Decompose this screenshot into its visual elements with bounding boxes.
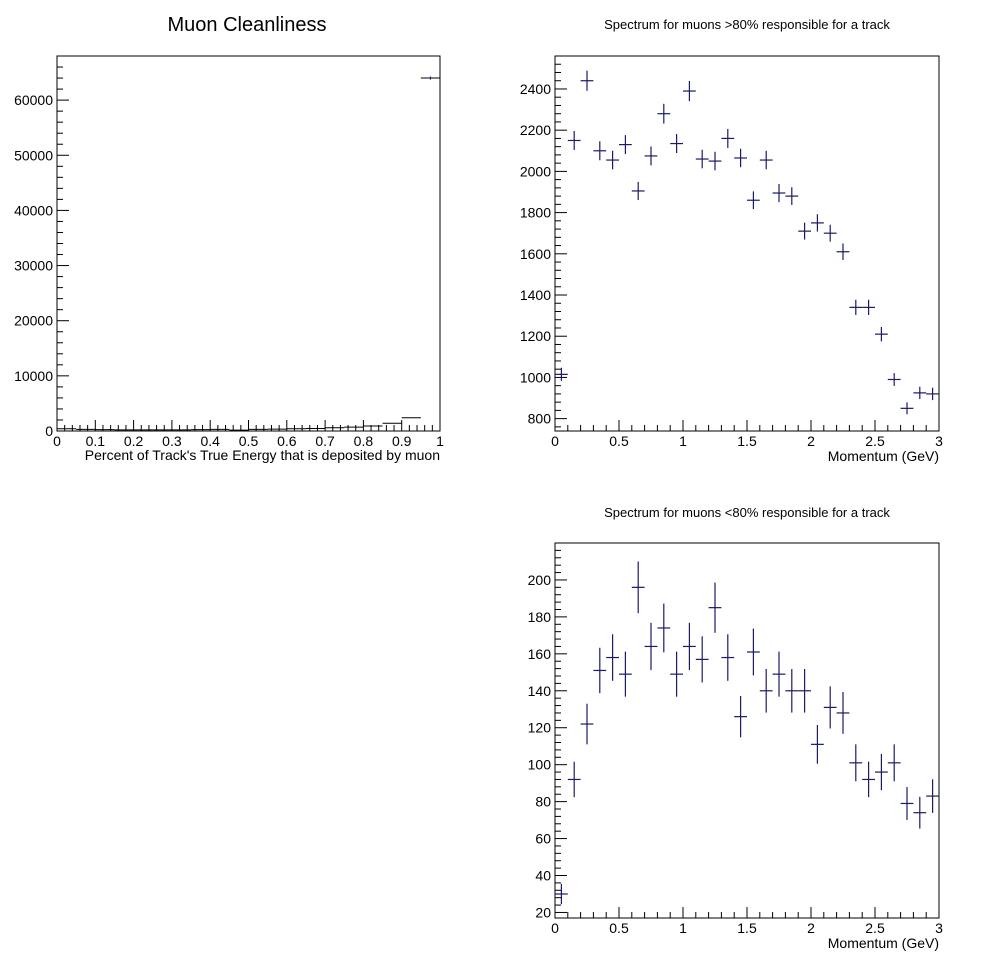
- y-tick-label: 60000: [14, 92, 53, 108]
- x-axis-label: Momentum (GeV): [828, 448, 939, 464]
- y-tick-label: 40: [535, 868, 551, 884]
- x-tick-label: 1: [679, 920, 687, 936]
- panel-title: Muon Cleanliness: [168, 14, 327, 36]
- axis-ticks: [56, 55, 441, 432]
- y-tick-label: 1000: [520, 369, 551, 385]
- panel-title: Spectrum for muons <80% responsible for …: [604, 505, 890, 520]
- x-tick-label: 0: [53, 433, 61, 449]
- x-tick-label: 1.5: [737, 920, 757, 936]
- y-tick-label: 60: [535, 831, 551, 847]
- y-tick-label: 80: [535, 794, 551, 810]
- y-tick-label: 2000: [520, 163, 551, 179]
- x-tick-label: 0.5: [609, 920, 629, 936]
- axis-ticks: [554, 55, 940, 431]
- y-tick-label: 120: [528, 720, 552, 736]
- data-points: [555, 561, 939, 905]
- x-tick-label: 1: [436, 433, 444, 449]
- y-tick-label: 200: [528, 572, 552, 588]
- x-tick-label: 2: [807, 433, 815, 449]
- x-tick-label: 0.8: [354, 433, 374, 449]
- x-axis-label: Momentum (GeV): [828, 935, 939, 951]
- muon-cleanliness-panel: Muon Cleanliness 0 0.1 0.2 0.3 0.4 0.5 0.6 0.7 0…: [14, 14, 444, 463]
- x-tick-label: 0.9: [392, 433, 412, 449]
- y-tick-label: 1400: [520, 287, 551, 303]
- x-tick-label: 3: [935, 433, 943, 449]
- y-tick-label: 180: [528, 609, 552, 625]
- x-tick-label: 3: [935, 920, 943, 936]
- x-tick-label: 0.5: [239, 433, 259, 449]
- spectrum-low-panel: Spectrum for muons <80% responsible for …: [528, 505, 943, 951]
- y-tick-label: 800: [528, 411, 552, 427]
- tick-labels: 0 0.5 1 1.5 2 2.5 3 20 40 60 80 100 120 140 160 180 200: [528, 572, 943, 936]
- y-tick-label: 1800: [520, 205, 551, 221]
- x-tick-label: 0.2: [124, 433, 144, 449]
- y-tick-label: 100: [528, 757, 552, 773]
- y-tick-label: 10000: [14, 368, 53, 384]
- x-tick-label: 0.7: [315, 433, 335, 449]
- y-tick-label: 160: [528, 646, 552, 662]
- x-tick-label: 2.5: [865, 433, 885, 449]
- plot-frame: [56, 55, 441, 432]
- x-axis-label: Percent of Track's True Energy that is d…: [85, 447, 440, 463]
- x-tick-label: 2.5: [865, 920, 885, 936]
- x-tick-label: 0.1: [86, 433, 106, 449]
- y-tick-label: 1200: [520, 328, 551, 344]
- tick-labels: 0 0.1 0.2 0.3 0.4 0.5 0.6 0.7 0.8 0.9 1 0 10000 20000…: [14, 92, 444, 449]
- x-tick-label: 0.5: [609, 433, 629, 449]
- x-tick-label: 0: [551, 920, 559, 936]
- y-tick-label: 0: [45, 423, 53, 439]
- plot-frame: [554, 55, 940, 432]
- x-tick-label: 2: [807, 920, 815, 936]
- plot-frame: [554, 542, 940, 919]
- y-tick-label: 30000: [14, 258, 53, 274]
- data-points: [555, 70, 939, 415]
- histogram-bins: [57, 76, 440, 431]
- y-tick-label: 140: [528, 683, 552, 699]
- x-tick-label: 0.3: [162, 433, 182, 449]
- x-tick-label: 0.4: [200, 433, 220, 449]
- x-tick-label: 1.5: [737, 433, 757, 449]
- panel-title: Spectrum for muons >80% responsible for …: [604, 17, 890, 32]
- spectrum-high-panel: Spectrum for muons >80% responsible for …: [520, 17, 943, 464]
- x-tick-label: 0.6: [277, 433, 297, 449]
- x-tick-label: 0: [551, 433, 559, 449]
- tick-labels: 0 0.5 1 1.5 2 2.5 3 800 1000 1200 1400 1600 1800 2000…: [520, 81, 943, 449]
- y-tick-label: 1600: [520, 246, 551, 262]
- y-tick-label: 2200: [520, 122, 551, 138]
- y-tick-label: 50000: [14, 147, 53, 163]
- y-tick-label: 20000: [14, 313, 53, 329]
- axis-ticks: [554, 542, 940, 918]
- x-tick-label: 1: [679, 433, 687, 449]
- y-tick-label: 40000: [14, 202, 53, 218]
- y-tick-label: 2400: [520, 81, 551, 97]
- y-tick-label: 20: [535, 904, 551, 920]
